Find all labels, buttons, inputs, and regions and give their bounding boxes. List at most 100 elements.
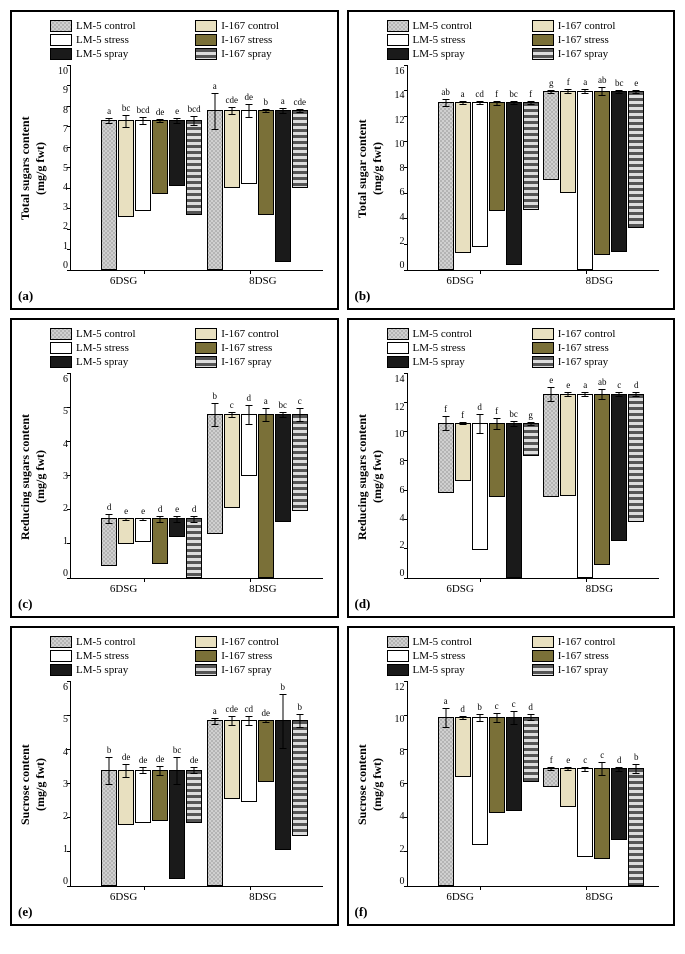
significance-label: bcd bbox=[188, 104, 201, 114]
significance-label: de bbox=[156, 754, 165, 764]
bar: b bbox=[207, 414, 223, 534]
legend: LM-5 controlI-167 controlLM-5 stressI-16… bbox=[16, 326, 333, 374]
y-axis-label: Reducing sugars content(mg/g fwt) bbox=[16, 374, 50, 579]
bar-group: feccdb bbox=[543, 768, 644, 886]
bar: g bbox=[543, 91, 559, 181]
legend-label: LM-5 control bbox=[76, 636, 136, 648]
bar: a bbox=[455, 102, 471, 253]
legend-swatch bbox=[532, 342, 554, 354]
bar: d bbox=[186, 518, 202, 578]
legend-swatch bbox=[195, 664, 217, 676]
x-tick-label: 6DSG bbox=[110, 891, 138, 903]
bar: f bbox=[523, 102, 539, 210]
significance-label: de bbox=[122, 752, 131, 762]
legend-item: LM-5 spray bbox=[50, 48, 187, 60]
legend-item: LM-5 stress bbox=[387, 342, 524, 354]
legend-label: LM-5 stress bbox=[76, 650, 129, 662]
legend-swatch bbox=[50, 636, 72, 648]
bar-group: abcbcddeebcd bbox=[101, 120, 202, 270]
bar: d bbox=[611, 768, 627, 840]
legend: LM-5 controlI-167 controlLM-5 stressI-16… bbox=[16, 18, 333, 66]
legend-label: LM-5 spray bbox=[76, 356, 128, 368]
legend-label: I-167 control bbox=[221, 636, 279, 648]
chart-panel: LM-5 controlI-167 controlLM-5 stressI-16… bbox=[10, 318, 339, 618]
significance-label: f bbox=[461, 410, 464, 420]
legend-label: I-167 spray bbox=[558, 356, 608, 368]
y-tick-label: 14 bbox=[395, 90, 405, 101]
legend-label: I-167 stress bbox=[558, 342, 609, 354]
legend-swatch bbox=[387, 650, 409, 662]
legend-swatch bbox=[195, 342, 217, 354]
bar: f bbox=[489, 102, 505, 211]
legend-swatch bbox=[387, 20, 409, 32]
legend-label: LM-5 stress bbox=[413, 342, 466, 354]
bar: de bbox=[152, 120, 168, 194]
significance-label: a bbox=[107, 106, 111, 116]
x-axis-labels: 6DSG8DSG bbox=[353, 579, 670, 595]
legend-label: I-167 control bbox=[221, 20, 279, 32]
bar: e bbox=[560, 394, 576, 497]
legend-label: I-167 control bbox=[558, 328, 616, 340]
legend-item: LM-5 spray bbox=[387, 356, 524, 368]
legend-swatch bbox=[387, 356, 409, 368]
legend-label: LM-5 stress bbox=[413, 34, 466, 46]
y-tick-label: 2 bbox=[400, 236, 405, 247]
bar: bcd bbox=[135, 120, 151, 210]
legend-swatch bbox=[532, 636, 554, 648]
significance-label: b bbox=[107, 745, 112, 755]
y-tick-label: 9 bbox=[63, 85, 68, 96]
legend-item: LM-5 stress bbox=[50, 34, 187, 46]
legend-swatch bbox=[387, 48, 409, 60]
significance-label: b bbox=[477, 702, 482, 712]
bar-group: ffdfbcg bbox=[438, 423, 539, 578]
legend-label: LM-5 control bbox=[413, 636, 473, 648]
y-tick-label: 16 bbox=[395, 66, 405, 77]
legend-swatch bbox=[387, 34, 409, 46]
legend-item: I-167 stress bbox=[532, 34, 669, 46]
y-tick-label: 12 bbox=[395, 682, 405, 693]
legend-swatch bbox=[195, 34, 217, 46]
x-axis-labels: 6DSG8DSG bbox=[16, 579, 333, 595]
legend-label: I-167 control bbox=[558, 636, 616, 648]
bar: f bbox=[543, 768, 559, 787]
panel-letter: (e) bbox=[18, 904, 32, 920]
legend-swatch bbox=[387, 328, 409, 340]
x-tick-label: 6DSG bbox=[110, 275, 138, 287]
legend-swatch bbox=[532, 328, 554, 340]
legend-label: I-167 control bbox=[558, 20, 616, 32]
bar: a bbox=[207, 720, 223, 886]
legend-swatch bbox=[532, 356, 554, 368]
significance-label: d bbox=[158, 504, 163, 514]
bar: e bbox=[543, 394, 559, 498]
legend-item: I-167 control bbox=[195, 328, 332, 340]
significance-label: d bbox=[247, 393, 252, 403]
legend-item: LM-5 control bbox=[50, 636, 187, 648]
legend-label: LM-5 spray bbox=[413, 48, 465, 60]
bar: a bbox=[438, 717, 454, 886]
bar: d bbox=[628, 394, 644, 523]
bar: de bbox=[135, 770, 151, 823]
legend-label: LM-5 stress bbox=[413, 650, 466, 662]
chart-area: Reducing sugars content(mg/g fwt)6543210… bbox=[16, 374, 333, 579]
legend-label: I-167 spray bbox=[221, 664, 271, 676]
bar-group: acdecddebb bbox=[207, 720, 308, 886]
legend-item: I-167 stress bbox=[532, 342, 669, 354]
panel-letter: (b) bbox=[355, 288, 371, 304]
x-tick-label: 6DSG bbox=[110, 583, 138, 595]
legend-item: I-167 control bbox=[532, 328, 669, 340]
legend-item: I-167 control bbox=[195, 636, 332, 648]
bar: c bbox=[224, 414, 240, 508]
significance-label: cd bbox=[475, 89, 484, 99]
legend-item: LM-5 spray bbox=[387, 664, 524, 676]
significance-label: a bbox=[281, 96, 285, 106]
chart-area: Sucrose content(mg/g fwt)6543210bdededeb… bbox=[16, 682, 333, 887]
legend-label: LM-5 spray bbox=[413, 356, 465, 368]
legend-item: LM-5 spray bbox=[50, 664, 187, 676]
y-axis-ticks: 6543210 bbox=[50, 374, 70, 579]
significance-label: de bbox=[139, 755, 148, 765]
significance-label: f bbox=[567, 77, 570, 87]
legend-swatch bbox=[195, 48, 217, 60]
significance-label: e bbox=[175, 504, 179, 514]
bar: ab bbox=[594, 394, 610, 565]
plot-area: ffdfbcgeeaabcd bbox=[407, 374, 660, 579]
